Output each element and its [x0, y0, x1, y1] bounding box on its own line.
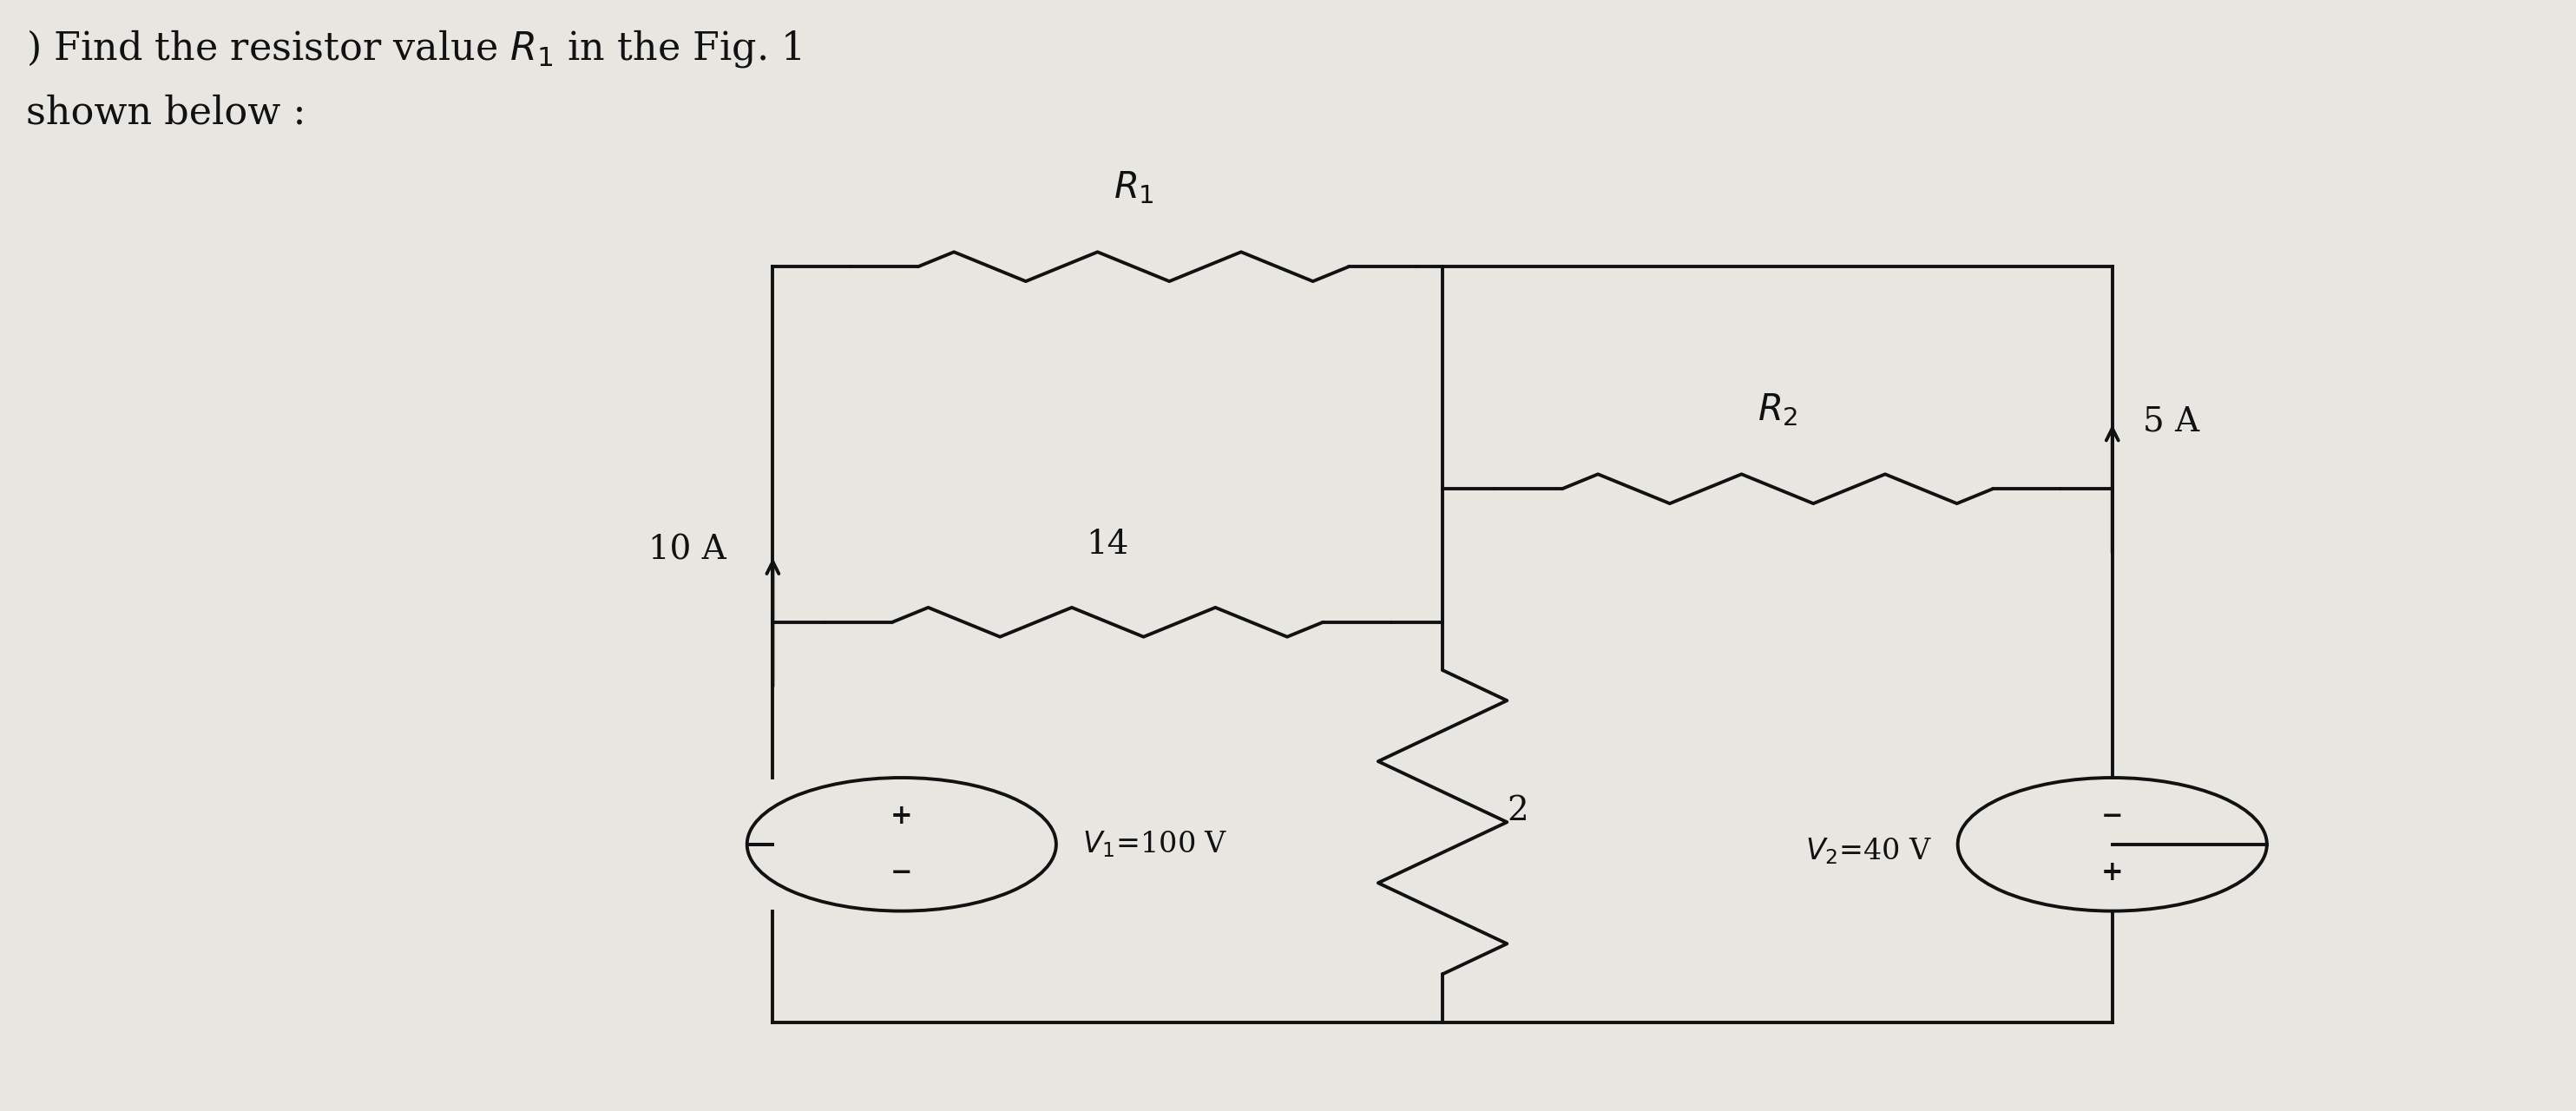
Text: 2: 2 — [1507, 795, 1528, 827]
Text: −: − — [2102, 803, 2123, 830]
Text: 10 A: 10 A — [649, 534, 726, 565]
Text: $R_2$: $R_2$ — [1757, 391, 1798, 428]
Text: ) Find the resistor value $R_1$ in the Fig. 1: ) Find the resistor value $R_1$ in the F… — [26, 28, 801, 70]
Text: +: + — [2102, 859, 2123, 885]
Text: $V_1$=100 V: $V_1$=100 V — [1082, 829, 1226, 860]
Text: $R_1$: $R_1$ — [1113, 169, 1154, 206]
Text: +: + — [891, 803, 912, 830]
Text: −: − — [891, 859, 912, 885]
Text: $V_2$=40 V: $V_2$=40 V — [1806, 835, 1932, 867]
Text: 14: 14 — [1087, 529, 1128, 561]
Text: shown below :: shown below : — [26, 94, 307, 132]
Text: 5 A: 5 A — [2143, 407, 2200, 438]
